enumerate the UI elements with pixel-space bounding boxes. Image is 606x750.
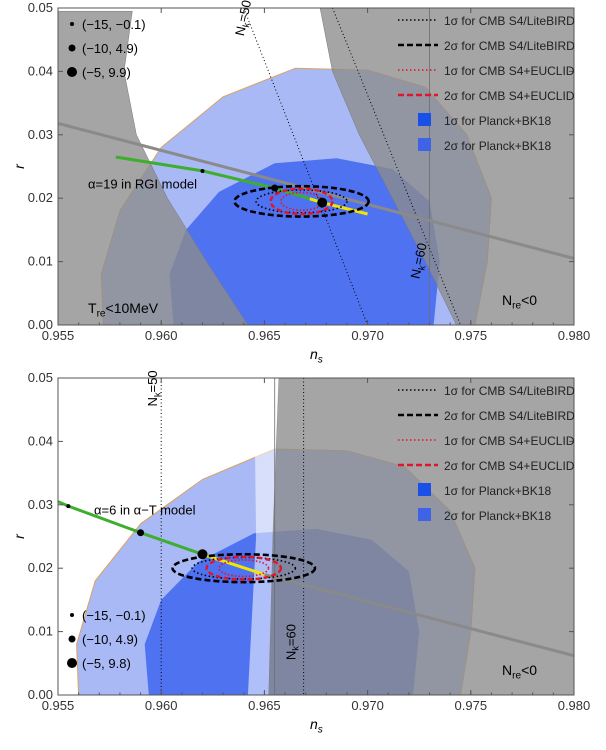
excluded-boundary-band	[247, 378, 279, 695]
y-axis-label: r	[11, 533, 27, 539]
grey-model-line	[264, 573, 574, 658]
cmb-s4-1sigma-ellipse	[191, 556, 297, 580]
cmb-s4-2sigma-ellipse	[233, 184, 370, 218]
point-legend-label: (−10, 4.9)	[82, 632, 138, 647]
y-tick-label: 0.00	[28, 687, 53, 702]
plot-area	[58, 378, 574, 695]
legend-swatch	[418, 138, 431, 151]
y-tick-label: 0.04	[28, 63, 53, 78]
y-tick-label: 0.03	[28, 127, 53, 142]
excluded-region-right	[268, 378, 574, 695]
plot-frame	[57, 377, 575, 696]
y-tick-label: 0.05	[28, 0, 53, 15]
legend-swatch	[418, 483, 431, 496]
y-tick-label: 0.00	[28, 317, 53, 332]
nk50-line	[243, 8, 369, 325]
point-legend-label: (−15, −0.1)	[82, 608, 146, 623]
x-axis-label: ns	[310, 346, 323, 366]
legend-label: 1σ for Planck+BK18	[444, 114, 551, 128]
y-tick-label: 0.01	[28, 624, 53, 639]
legend-label: 2σ for CMB S4/LiteBIRD	[444, 39, 575, 53]
data-point-1	[66, 504, 71, 509]
point-legend-label: (−15, −0.1)	[82, 17, 146, 32]
legend-label: 1σ for CMB S4+EUCLID	[444, 64, 575, 78]
legend-label: 1σ for CMB S4/LiteBIRD	[444, 384, 575, 398]
legend-swatch	[418, 113, 431, 126]
cmb-s4-2sigma-ellipse	[171, 552, 317, 584]
x-tick-label: 0.965	[248, 328, 281, 343]
y-tick-label: 0.04	[28, 433, 53, 448]
x-tick-label: 0.965	[248, 698, 281, 713]
y-tick-label: 0.05	[28, 370, 53, 385]
y-tick-label: 0.02	[28, 190, 53, 205]
euclid-1sigma-ellipse	[218, 559, 270, 578]
x-tick-label: 0.975	[455, 698, 488, 713]
legend-label: 2σ for Planck+BK18	[444, 509, 551, 523]
prediction-line-yellow	[202, 552, 265, 576]
chart-panel-1: 0.955 0.960 0.965 0.970 0.975 0.980 0.00 0.01 0.…	[11, 0, 591, 366]
data-point-2	[271, 184, 279, 192]
model-label: α=19 in RGI model	[88, 177, 197, 192]
data-point-3	[317, 197, 328, 208]
point-legend-marker	[68, 44, 76, 52]
excluded-region-right	[319, 8, 574, 325]
legend-label: 1σ for CMB S4+EUCLID	[444, 434, 575, 448]
point-legend-label: (−5, 9.8)	[82, 656, 131, 671]
legend-label: 2σ for CMB S4/LiteBIRD	[444, 409, 575, 423]
x-tick-label: 0.960	[145, 328, 178, 343]
x-tick-label: 0.970	[351, 328, 384, 343]
legend-label: 2σ for CMB S4+EUCLID	[444, 89, 575, 103]
point-legend-marker	[67, 658, 77, 668]
excluded-region-left	[58, 10, 249, 325]
model-label: α=6 in α−T model	[94, 502, 196, 517]
euclid-2sigma-ellipse	[269, 187, 334, 216]
x-axis-label: ns	[310, 716, 323, 736]
x-tick-label: 0.980	[558, 698, 591, 713]
y-tick-label: 0.01	[28, 254, 53, 269]
point-legend-marker	[67, 67, 77, 77]
legend-label: 2σ for Planck+BK18	[444, 139, 551, 153]
legend-label: 1σ for CMB S4/LiteBIRD	[444, 14, 575, 28]
region-label-right: Nre<0	[502, 662, 537, 682]
nk-label: Nk=60	[407, 242, 431, 281]
y-tick-label: 0.02	[28, 560, 53, 575]
x-tick-label: 0.955	[42, 698, 75, 713]
data-point-3	[197, 549, 208, 560]
cmb-s4-1sigma-ellipse	[255, 189, 348, 214]
x-tick-label: 0.980	[558, 328, 591, 343]
point-legend-label: (−10, 4.9)	[82, 41, 138, 56]
chart-panel-2: 0.955 0.960 0.965 0.970 0.975 0.980 0.00 0.01 0.…	[11, 370, 590, 736]
data-point-1	[200, 168, 205, 173]
prediction-line-green	[115, 155, 311, 201]
legend-label: 2σ for CMB S4+EUCLID	[444, 459, 575, 473]
y-axis-label: r	[11, 163, 27, 169]
planck-1sigma-region	[169, 158, 440, 325]
nk60-line	[332, 8, 461, 325]
point-legend-label: (−5, 9.9)	[82, 65, 131, 80]
point-legend-marker	[70, 22, 74, 26]
x-tick-label: 0.970	[351, 698, 384, 713]
point-legend-marker	[70, 613, 74, 617]
nk-label: Nk=50	[145, 370, 162, 406]
plot-area	[58, 8, 574, 325]
x-tick-label: 0.955	[42, 328, 75, 343]
region-label-left: Tre<10MeV	[88, 300, 159, 320]
legend-label: 1σ for Planck+BK18	[444, 484, 551, 498]
legend-swatch	[418, 508, 431, 521]
data-point-2	[137, 529, 145, 537]
region-label-right: Nre<0	[502, 292, 537, 312]
nk-label: Nk=50	[232, 0, 256, 38]
prediction-line-green	[58, 500, 203, 556]
euclid-2sigma-ellipse	[205, 555, 283, 581]
plot-frame	[57, 7, 575, 326]
point-legend-marker	[68, 635, 76, 643]
y-tick-label: 0.03	[28, 497, 53, 512]
x-tick-label: 0.960	[145, 698, 178, 713]
nk-label: Nk=60	[283, 624, 300, 660]
x-tick-label: 0.975	[455, 328, 488, 343]
